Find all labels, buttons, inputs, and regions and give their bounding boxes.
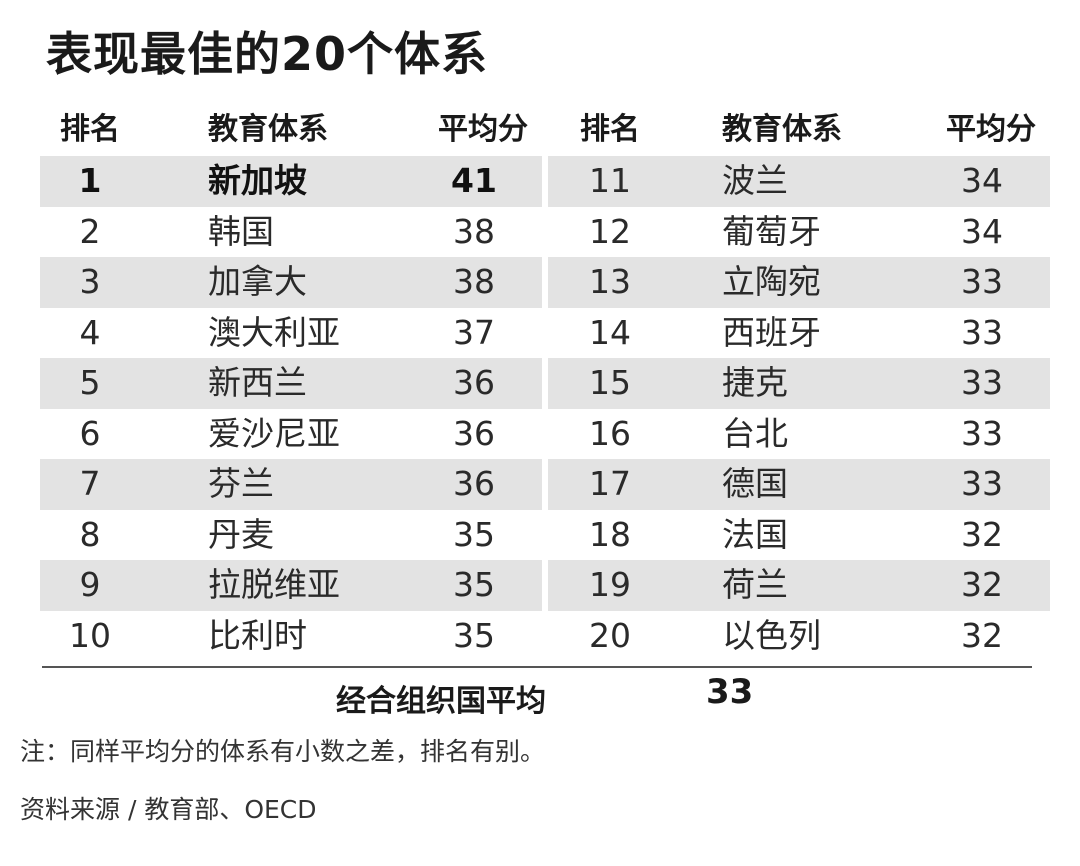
header-rank: 排名 [580,112,640,147]
row-score: 36 [453,413,495,453]
row-score: 34 [961,211,1003,251]
row-score: 33 [961,312,1003,352]
table-row: 15 捷克 33 [548,358,1050,409]
row-rank: 10 [69,615,111,655]
row-system: 比利时 [208,615,307,655]
row-rank: 6 [79,413,101,453]
table-row: 4 澳大利亚 37 [40,308,542,359]
oecd-average-value: 33 [706,672,754,712]
row-score: 38 [453,211,495,251]
row-score: 33 [961,262,1003,301]
row-rank: 15 [589,363,631,402]
row-score: 33 [961,464,1003,503]
table-row: 2 韩国 38 [40,207,542,258]
row-system: 新加坡 [208,161,307,200]
row-system: 荷兰 [722,565,788,604]
table-row: 14 西班牙 33 [548,308,1050,359]
row-score: 33 [961,363,1003,402]
row-rank: 18 [589,514,631,554]
row-system: 澳大利亚 [208,312,340,352]
table-row: 7 芬兰 36 [40,459,542,510]
row-system: 丹麦 [208,514,274,554]
row-rank: 9 [79,565,101,604]
row-score: 36 [453,464,495,503]
table-row: 20 以色列 32 [548,611,1050,662]
row-system: 葡萄牙 [722,211,821,251]
row-rank: 1 [78,161,102,200]
row-rank: 5 [79,363,101,402]
row-rank: 3 [79,262,101,301]
row-score: 32 [961,565,1003,604]
table-row: 1 新加坡 41 [40,156,542,207]
ranking-table-right: 排名 教育体系 平均分 11 波兰 34 12 葡萄牙 34 13 立陶宛 33… [548,104,1050,661]
row-system: 捷克 [722,363,788,402]
row-score: 38 [453,262,495,301]
row-rank: 19 [589,565,631,604]
row-system: 拉脱维亚 [208,565,340,604]
table-row: 9 拉脱维亚 35 [40,560,542,611]
row-rank: 14 [589,312,631,352]
row-score: 34 [961,161,1003,200]
footnote: 注：同样平均分的体系有小数之差，排名有别。 [20,737,546,766]
table-row: 17 德国 33 [548,459,1050,510]
row-system: 立陶宛 [722,262,821,301]
row-score: 37 [453,312,495,352]
table-row: 18 法国 32 [548,510,1050,561]
table-row: 16 台北 33 [548,409,1050,460]
header-rank: 排名 [60,112,120,147]
table-header: 排名 教育体系 平均分 [40,104,542,156]
row-rank: 8 [79,514,101,554]
ranking-table-left: 排名 教育体系 平均分 1 新加坡 41 2 韩国 38 3 加拿大 38 4 … [40,104,542,661]
table-row: 8 丹麦 35 [40,510,542,561]
row-rank: 13 [589,262,631,301]
oecd-average-label: 经合组织国平均 [336,684,546,719]
row-score: 35 [453,514,495,554]
row-system: 韩国 [208,211,274,251]
row-score: 32 [961,514,1003,554]
header-system: 教育体系 [208,112,328,147]
row-system: 爱沙尼亚 [208,413,340,453]
table-row: 6 爱沙尼亚 36 [40,409,542,460]
row-system: 德国 [722,464,788,503]
row-system: 法国 [722,514,788,554]
table-row: 5 新西兰 36 [40,358,542,409]
row-rank: 16 [589,413,631,453]
row-score: 36 [453,363,495,402]
row-system: 芬兰 [208,464,274,503]
table-row: 3 加拿大 38 [40,257,542,308]
row-system: 西班牙 [722,312,821,352]
row-system: 台北 [722,413,788,453]
table-row: 13 立陶宛 33 [548,257,1050,308]
table-row: 10 比利时 35 [40,611,542,662]
header-score: 平均分 [946,112,1036,147]
row-system: 波兰 [722,161,788,200]
row-score: 32 [961,615,1003,655]
header-score: 平均分 [438,112,528,147]
table-row: 19 荷兰 32 [548,560,1050,611]
row-system: 加拿大 [208,262,307,301]
row-rank: 11 [589,161,631,200]
row-score: 35 [453,565,495,604]
row-rank: 4 [79,312,101,352]
row-system: 新西兰 [208,363,307,402]
row-score: 33 [961,413,1003,453]
row-rank: 17 [589,464,631,503]
table-header: 排名 教育体系 平均分 [548,104,1050,156]
row-score: 35 [453,615,495,655]
table-row: 11 波兰 34 [548,156,1050,207]
row-rank: 2 [79,211,101,251]
row-rank: 12 [589,211,631,251]
source-credit: 资料来源 / 教育部、OECD [20,795,317,824]
page-title: 表现最佳的20个体系 [46,27,489,81]
row-rank: 20 [589,615,631,655]
header-system: 教育体系 [722,112,842,147]
row-score: 41 [451,161,497,200]
table-divider [42,666,1032,668]
row-system: 以色列 [722,615,821,655]
table-row: 12 葡萄牙 34 [548,207,1050,258]
row-rank: 7 [79,464,101,503]
